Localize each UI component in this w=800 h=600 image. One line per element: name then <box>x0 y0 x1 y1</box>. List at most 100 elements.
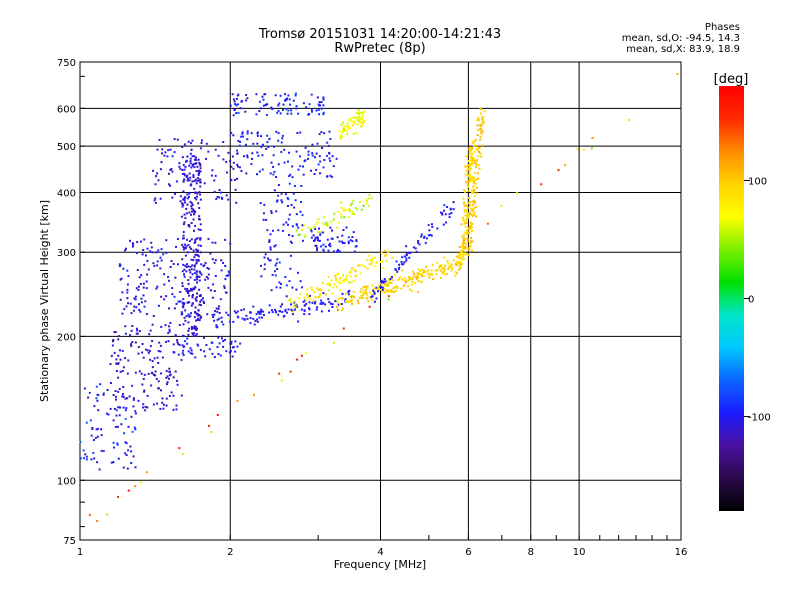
y-tick-label: 750 <box>57 58 76 69</box>
data-point <box>191 264 194 267</box>
data-point <box>322 249 325 252</box>
data-point <box>122 466 125 469</box>
data-point <box>327 298 330 301</box>
data-point <box>193 166 196 169</box>
data-point <box>342 297 345 300</box>
data-point <box>384 289 387 292</box>
data-point <box>225 291 228 294</box>
data-point <box>359 290 362 293</box>
data-point <box>417 241 419 244</box>
data-point <box>195 198 198 201</box>
data-point <box>188 294 190 297</box>
data-point <box>459 262 461 264</box>
data-point <box>292 305 295 308</box>
data-point <box>352 132 355 135</box>
data-point <box>367 205 370 207</box>
data-point <box>287 94 290 97</box>
data-point <box>348 216 351 219</box>
data-point <box>227 274 230 277</box>
data-point <box>110 354 113 357</box>
data-point <box>408 276 411 279</box>
data-point <box>85 458 88 461</box>
data-point <box>462 216 464 219</box>
data-point <box>414 282 417 285</box>
data-point <box>319 172 321 175</box>
data-point <box>466 174 469 176</box>
data-point <box>182 303 185 306</box>
data-point <box>289 240 292 243</box>
data-point <box>233 178 236 181</box>
data-point <box>169 184 171 187</box>
data-point <box>190 213 192 216</box>
data-point <box>182 173 184 175</box>
data-point <box>367 254 370 257</box>
data-point <box>310 286 313 289</box>
data-point <box>361 264 364 267</box>
data-point <box>295 107 297 110</box>
data-point <box>267 257 269 260</box>
data-point <box>270 210 273 213</box>
data-point <box>188 179 191 182</box>
data-point <box>293 300 296 303</box>
data-point <box>441 272 444 274</box>
data-point <box>152 169 154 172</box>
data-point <box>341 292 344 295</box>
data-point <box>198 288 201 291</box>
data-point <box>676 73 679 76</box>
data-point <box>171 293 174 296</box>
data-point <box>199 223 202 226</box>
data-point <box>136 329 139 332</box>
data-point <box>192 259 195 262</box>
data-point <box>183 178 186 181</box>
data-point <box>316 236 319 239</box>
data-point <box>164 324 167 327</box>
data-point <box>395 260 398 263</box>
data-point <box>288 213 291 216</box>
data-point <box>472 199 475 202</box>
data-point <box>126 397 129 400</box>
data-point <box>189 271 192 274</box>
y-tick-label: 100 <box>57 476 76 487</box>
data-point <box>463 252 466 255</box>
data-point <box>219 298 222 301</box>
data-point <box>473 200 476 203</box>
data-point <box>399 276 402 279</box>
data-point <box>252 317 255 320</box>
y-tick-label: 600 <box>57 104 76 115</box>
data-point <box>191 352 194 355</box>
data-point <box>335 273 338 276</box>
data-point <box>124 332 127 335</box>
data-point <box>319 233 322 236</box>
data-point <box>377 288 380 291</box>
data-point <box>304 352 307 355</box>
data-point <box>230 340 233 343</box>
data-point <box>196 250 199 253</box>
data-point <box>313 240 315 242</box>
data-point <box>446 206 449 208</box>
data-point <box>314 238 317 241</box>
data-point <box>318 155 321 158</box>
data-point <box>136 269 139 271</box>
data-point <box>261 154 264 157</box>
data-point <box>188 246 191 249</box>
data-point <box>173 295 176 298</box>
data-point <box>475 178 478 181</box>
data-point <box>332 165 335 168</box>
data-point <box>130 345 133 347</box>
data-point <box>152 403 155 406</box>
data-point <box>464 165 467 168</box>
data-point <box>188 225 191 228</box>
data-point <box>97 394 100 397</box>
data-point <box>463 189 466 192</box>
data-point <box>352 213 355 215</box>
data-point <box>189 157 192 160</box>
data-point <box>230 179 233 182</box>
data-point <box>147 372 150 375</box>
data-point <box>151 360 154 363</box>
data-point <box>326 223 329 226</box>
data-point <box>347 240 350 243</box>
stats-x-mode: mean, sd,X: 83.9, 18.9 <box>626 44 740 55</box>
data-point <box>348 210 351 213</box>
data-point <box>467 160 470 163</box>
data-point <box>354 207 357 209</box>
